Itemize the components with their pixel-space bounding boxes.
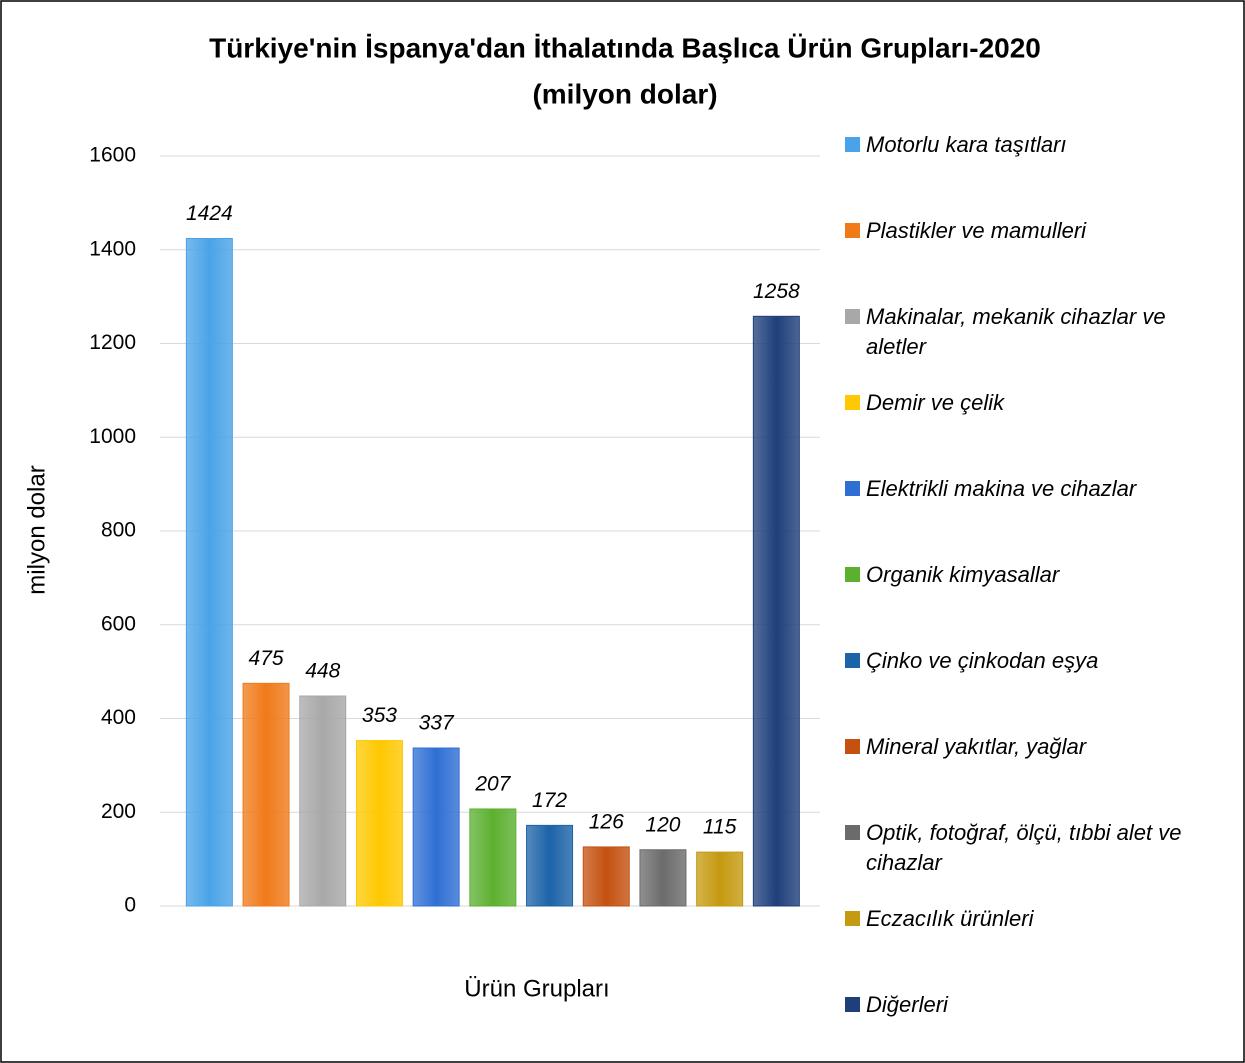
legend-label: Diğerleri [866, 992, 948, 1017]
bar [299, 695, 347, 907]
legend-swatch [845, 911, 860, 926]
y-tick-label: 600 [101, 612, 136, 635]
y-tick-label: 1200 [89, 331, 136, 354]
y-tick-label: 200 [101, 800, 136, 823]
legend-item: Eczacılık ürünleri [845, 904, 1225, 934]
bar [526, 824, 574, 907]
legend-item: Mineral yakıtlar, yağlar [845, 732, 1225, 762]
legend-item: Plastikler ve mamulleri [845, 216, 1225, 246]
legend-swatch [845, 653, 860, 668]
legend-label: Makinalar, mekanik cihazlar ve aletler [866, 304, 1166, 359]
y-axis-label: milyon dolar [23, 465, 50, 594]
value-label: 1258 [753, 280, 800, 303]
legend-label: Elektrikli makina ve cihazlar [866, 476, 1137, 501]
bar [469, 808, 517, 907]
value-label: 207 [474, 773, 511, 796]
value-label: 337 [419, 712, 455, 735]
value-label: 353 [362, 704, 397, 727]
bar [412, 747, 460, 907]
y-tick-label: 0 [124, 894, 136, 917]
chart-subtitle: (milyon dolar) [532, 78, 717, 109]
bar [185, 238, 233, 907]
value-label: 126 [589, 810, 624, 833]
x-axis-label: Ürün Grupları [464, 975, 609, 1002]
legend-swatch [845, 223, 860, 238]
value-label: 448 [305, 660, 340, 683]
legend-item: Motorlu kara taşıtları [845, 130, 1225, 160]
legend-item: Organik kimyasallar [845, 560, 1225, 590]
y-tick-label: 1400 [89, 237, 136, 260]
bar [355, 740, 403, 907]
bar [582, 846, 630, 907]
legend-item: Optik, fotoğraf, ölçü, tıbbi alet ve cih… [845, 818, 1225, 878]
legend-label: Organik kimyasallar [866, 562, 1060, 587]
value-label: 115 [703, 816, 737, 839]
legend-label: Mineral yakıtlar, yağlar [866, 734, 1087, 759]
legend-label: Çinko ve çinkodan eşya [866, 648, 1099, 673]
legend-label: Eczacılık ürünleri [866, 906, 1034, 931]
y-tick-label: 1600 [89, 144, 136, 167]
legend-swatch [845, 739, 860, 754]
legend-label: Demir ve çelik [866, 390, 1005, 415]
value-label: 1424 [186, 202, 233, 225]
y-tick-label: 1000 [89, 425, 136, 448]
legend-item: Çinko ve çinkodan eşya [845, 646, 1225, 676]
legend-item: Elektrikli makina ve cihazlar [845, 474, 1225, 504]
legend-item: Makinalar, mekanik cihazlar ve aletler [845, 302, 1225, 362]
legend-swatch [845, 137, 860, 152]
legend-swatch [845, 309, 860, 324]
legend-swatch [845, 567, 860, 582]
chart-title: Türkiye'nin İspanya'dan İthalatında Başl… [209, 32, 1041, 63]
value-label: 475 [249, 647, 284, 670]
bar [696, 851, 744, 907]
value-label: 120 [645, 813, 680, 836]
y-tick-label: 800 [101, 519, 136, 542]
legend-swatch [845, 825, 860, 840]
bar [639, 849, 687, 907]
legend-swatch [845, 481, 860, 496]
legend-label: Motorlu kara taşıtları [866, 132, 1067, 157]
legend-item: Demir ve çelik [845, 388, 1225, 418]
legend-item: Diğerleri [845, 990, 1225, 1020]
legend-swatch [845, 395, 860, 410]
bar [752, 315, 800, 907]
y-tick-label: 400 [101, 706, 136, 729]
legend-label: Optik, fotoğraf, ölçü, tıbbi alet ve cih… [866, 820, 1182, 875]
legend-swatch [845, 997, 860, 1012]
value-label: 172 [532, 789, 567, 812]
bar [242, 682, 290, 907]
legend-label: Plastikler ve mamulleri [866, 218, 1087, 243]
